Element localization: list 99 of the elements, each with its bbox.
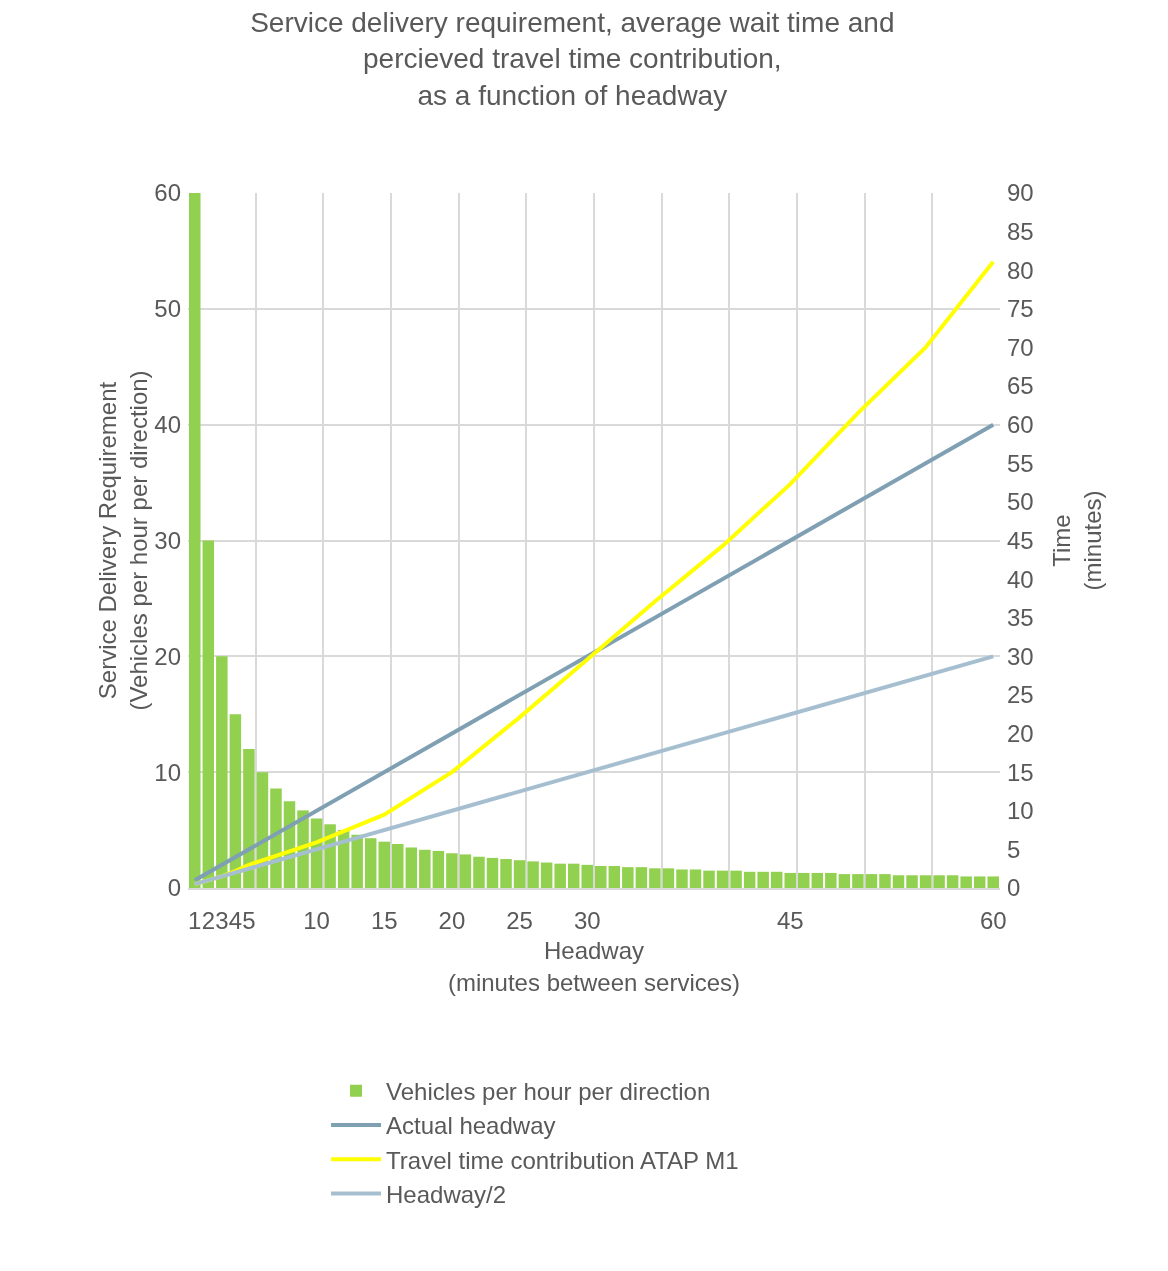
bar	[784, 872, 796, 888]
y2-tick-label: 0	[1007, 874, 1021, 902]
bar	[973, 876, 986, 888]
bar	[216, 656, 228, 888]
y2-tick-label: 60	[1007, 411, 1034, 439]
bar	[364, 838, 377, 888]
bar	[351, 834, 363, 888]
y2-tick-label: 85	[1007, 218, 1034, 246]
bar	[405, 847, 418, 888]
y-tick-label: 40	[154, 411, 181, 439]
bar	[798, 872, 810, 888]
x-tick-label: 4	[228, 906, 243, 934]
x-tick-label: 3	[215, 906, 229, 934]
bar	[540, 862, 553, 888]
y-tick-label: 0	[167, 874, 181, 902]
bar	[527, 861, 539, 888]
x-tick-label: 10	[303, 906, 330, 934]
y2-tick-label: 5	[1007, 835, 1021, 863]
y-tick-label: 50	[154, 295, 181, 323]
bar	[676, 869, 688, 888]
x-tick-label: 25	[506, 906, 533, 934]
bar	[378, 841, 390, 888]
y2-axis-title: Time (minutes)	[1048, 490, 1107, 591]
x-tick-label: 30	[573, 906, 601, 934]
y-tick-label: 10	[154, 758, 181, 786]
y2-tick-label: 70	[1007, 333, 1034, 361]
bar	[229, 714, 242, 888]
bar	[419, 849, 431, 888]
y-tick-label: 30	[154, 526, 181, 554]
bar	[189, 193, 201, 888]
bar	[987, 876, 999, 888]
bar	[635, 867, 648, 888]
bar	[446, 853, 458, 888]
bar	[595, 865, 607, 888]
y2-tick-label: 55	[1007, 449, 1034, 477]
x-tick-label: 2	[201, 906, 215, 934]
x-tick-label: 15	[370, 906, 398, 934]
bar	[852, 874, 864, 888]
bar	[757, 871, 769, 888]
x-tick-label: 45	[776, 906, 804, 934]
y2-tick-label: 30	[1007, 642, 1034, 670]
bar	[622, 867, 634, 888]
y2-tick-label: 40	[1007, 565, 1034, 593]
bar	[838, 874, 851, 888]
bar	[202, 540, 215, 888]
bar	[919, 875, 932, 888]
bar	[473, 856, 485, 888]
bar	[608, 865, 621, 888]
x-axis-title: Headway (minutes between services)	[447, 937, 741, 996]
legend-label: Headway/2	[386, 1180, 507, 1208]
y2-tick-label: 45	[1007, 526, 1034, 554]
bar	[567, 863, 580, 888]
y2-tick-label: 65	[1007, 372, 1034, 400]
bar	[960, 876, 972, 888]
bar	[946, 875, 959, 888]
bar	[716, 870, 729, 888]
bar	[486, 857, 499, 888]
bar	[770, 871, 783, 888]
bar	[730, 870, 742, 888]
bar	[933, 875, 945, 888]
y-tick-label: 60	[154, 179, 181, 207]
x-tick-label: 60	[979, 906, 1007, 934]
y2-tick-label: 50	[1007, 488, 1034, 516]
bar	[392, 843, 404, 888]
y-axis-title: Service Delivery Requirement (Vehicles per hour per direction)	[94, 370, 153, 711]
x-tick-label: 20	[438, 906, 466, 934]
bar	[513, 860, 526, 888]
x-tick-label: 1	[188, 906, 202, 934]
legend-label: Actual headway	[386, 1112, 556, 1140]
y-tick-label: 20	[154, 642, 181, 670]
y2-tick-label: 35	[1007, 604, 1034, 632]
bar	[689, 869, 702, 888]
bar	[459, 854, 472, 888]
bar	[649, 868, 661, 888]
bar	[743, 871, 756, 888]
bar	[811, 872, 824, 888]
bar	[662, 868, 675, 888]
bar	[879, 874, 891, 888]
bar	[892, 875, 905, 888]
legend-label: Vehicles per hour per direction	[386, 1078, 711, 1106]
y2-tick-label: 20	[1007, 719, 1034, 747]
y2-tick-label: 10	[1007, 797, 1034, 825]
y2-tick-label: 90	[1007, 179, 1034, 207]
bar	[500, 859, 512, 888]
y2-tick-label: 15	[1007, 758, 1034, 786]
bar	[581, 864, 593, 888]
bar	[906, 875, 918, 888]
y2-tick-label: 75	[1007, 295, 1034, 323]
y2-tick-label: 25	[1007, 681, 1034, 709]
chart-title: Service delivery requirement, average wait time and percieved travel time contribution, as a function of headway	[250, 6, 895, 111]
bar	[432, 850, 445, 888]
bar	[703, 870, 715, 888]
bar	[865, 874, 878, 888]
bar	[825, 872, 837, 888]
bar	[554, 863, 566, 888]
y2-tick-label: 80	[1007, 256, 1034, 284]
legend-label: Travel time contribution ATAP M1	[386, 1146, 739, 1174]
x-tick-label: 5	[242, 906, 256, 934]
bar	[243, 749, 255, 888]
